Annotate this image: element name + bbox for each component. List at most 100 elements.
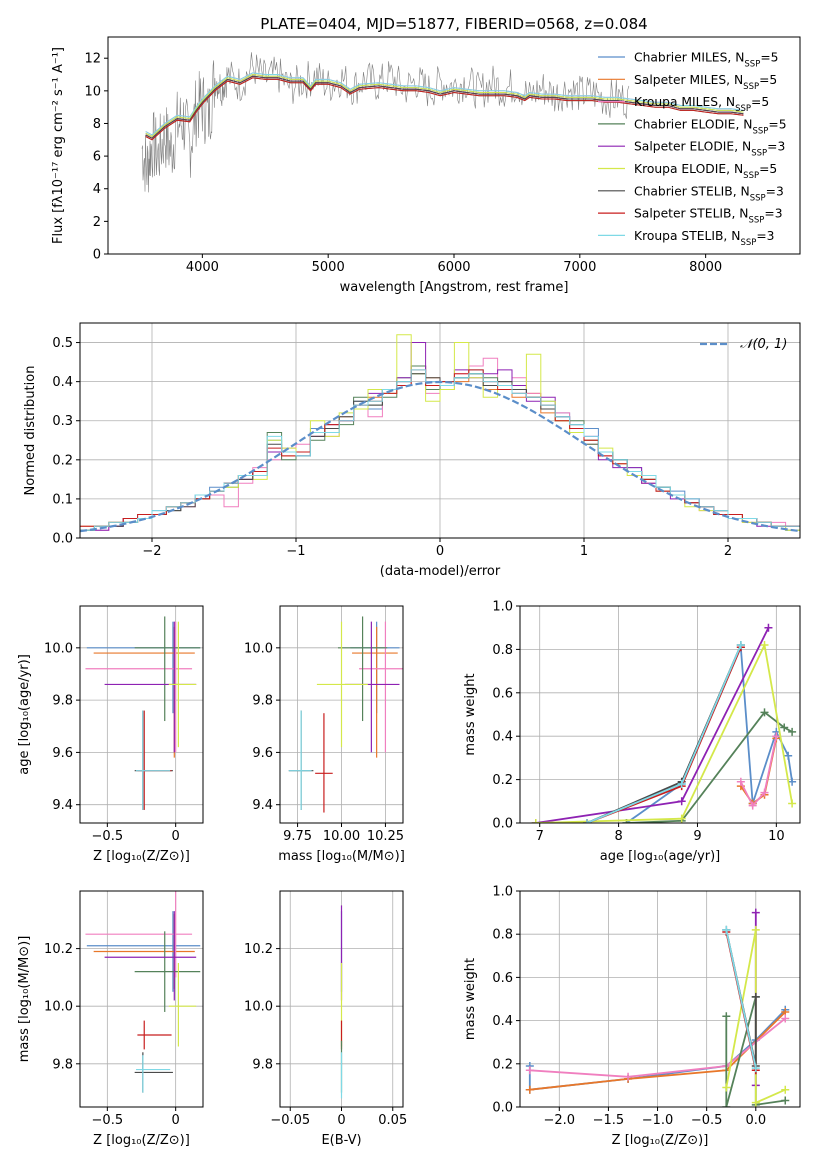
plus-marker <box>781 1085 790 1094</box>
x-tick-label: 0 <box>172 1113 180 1128</box>
x-axis-label: Z [log₁₀(Z/Z⊙)] <box>612 1133 709 1148</box>
x-tick-label: −2 <box>142 544 161 559</box>
plot-area <box>525 908 790 1107</box>
legend: Chabrier MILES, NSSP=5 Salpeter MILES, NS… <box>598 51 787 248</box>
y-tick-label: 9.6 <box>252 746 273 761</box>
x-axis-label: wavelength [Angstrom, rest frame] <box>340 280 569 295</box>
x-axis-label: (data-model)/error <box>380 564 501 579</box>
plot-area <box>141 52 744 193</box>
y-axis-label: mass weight <box>463 673 478 755</box>
x-tick-label: 0.0 <box>745 1113 766 1128</box>
x-axis-label: E(B-V) <box>321 1133 361 1148</box>
model-spectrum-line <box>145 77 744 141</box>
observed-spectrum-line <box>141 52 630 193</box>
x-tick-label: −2.0 <box>544 1113 576 1128</box>
axes-frame <box>79 890 204 1108</box>
x-tick-label: 9 <box>693 829 701 844</box>
plus-marker <box>677 797 686 806</box>
plus-marker <box>751 992 760 1001</box>
legend-label: Chabrier STELIB, NSSP=3 <box>634 184 784 203</box>
histogram-step-line <box>80 369 800 531</box>
y-tick-label: 0.4 <box>492 730 513 745</box>
plus-marker <box>525 1085 534 1094</box>
x-axis-label: age [log₁₀(age/yr)] <box>600 849 721 864</box>
panel-mass_age: 9.75 10.00 10.25 9.4 9.6 9.8 10.0 mass [log₁₀(M… <box>244 605 405 864</box>
legend-label: Salpeter MILES, NSSP=5 <box>634 73 777 92</box>
x-tick-label: −0.5 <box>691 1113 723 1128</box>
x-tick-label: 7000 <box>563 260 596 275</box>
plus-marker <box>760 641 769 650</box>
plus-marker <box>525 1066 534 1075</box>
plus-marker <box>772 732 781 741</box>
gaussian-curve <box>80 380 800 533</box>
y-tick-label: 4 <box>93 182 101 197</box>
panel-residuals: −2 −1 0 1 2 0.0 0.1 0.2 0.3 0.4 0.5 (data-model)/er… <box>23 322 801 579</box>
y-tick-label: 10 <box>84 84 101 99</box>
plus-marker <box>781 1014 790 1023</box>
plus-marker <box>751 925 760 934</box>
y-tick-label: 9.4 <box>52 798 73 813</box>
x-tick-label: 10.25 <box>367 829 404 844</box>
x-tick-label: 7 <box>536 829 544 844</box>
y-tick-label: 9.6 <box>52 746 73 761</box>
legend: 𝒩(0, 1) <box>700 337 787 352</box>
y-tick-label: 1.0 <box>492 600 513 615</box>
weight-line <box>739 736 778 808</box>
x-tick-label: 8 <box>614 829 622 844</box>
y-tick-label: 9.8 <box>252 1057 273 1072</box>
x-tick-label: 1 <box>580 544 588 559</box>
panel-spectrum: 4000 5000 6000 7000 8000 0 2 4 6 8 10 12 wavelength … <box>51 15 801 295</box>
x-tick-label: 10 <box>768 829 785 844</box>
plot-area <box>85 616 201 810</box>
y-tick-label: 0.6 <box>492 971 513 986</box>
y-tick-label: 10.0 <box>244 1000 273 1015</box>
y-tick-label: 10.2 <box>244 942 273 957</box>
x-tick-label: 0 <box>436 544 444 559</box>
y-tick-label: 0.8 <box>492 928 513 943</box>
y-tick-label: 0.6 <box>492 686 513 701</box>
plus-marker <box>722 1083 731 1092</box>
axes-frame <box>519 605 801 824</box>
x-tick-label: 0 <box>337 1113 345 1128</box>
legend-label: Kroupa MILES, NSSP=5 <box>634 95 769 114</box>
y-tick-label: 9.8 <box>52 1057 73 1072</box>
panel-age_weight: 7 8 9 10 0.0 0.2 0.4 0.6 0.8 1.0 age [log₁₀(age/yr… <box>463 600 801 864</box>
x-tick-label: −1 <box>286 544 305 559</box>
y-tick-label: 2 <box>93 215 101 230</box>
plus-marker <box>722 1103 731 1107</box>
y-tick-label: 9.8 <box>52 694 73 709</box>
plot-area <box>288 616 403 813</box>
plus-marker <box>764 623 773 632</box>
y-tick-label: 0.3 <box>52 414 73 429</box>
x-axis-label: Z [log₁₀(Z/Z⊙)] <box>93 1133 190 1148</box>
y-tick-label: 0.0 <box>492 1101 513 1116</box>
x-tick-label: 10.00 <box>323 829 360 844</box>
x-tick-label: −0.5 <box>92 829 124 844</box>
panel-z_mass: −0.5 0 9.8 10.0 10.2 Z [log₁₀(Z/Z⊙)] mass [log… <box>17 890 204 1148</box>
plus-marker <box>788 777 797 786</box>
plus-marker <box>624 1072 633 1081</box>
x-tick-label: −0.05 <box>270 1113 310 1128</box>
y-tick-label: 0.0 <box>492 817 513 832</box>
model-spectrum-line <box>145 72 744 136</box>
weight-line <box>725 929 757 1069</box>
plus-marker <box>784 751 793 760</box>
legend-label: Kroupa STELIB, NSSP=3 <box>634 229 775 248</box>
y-tick-label: 0.5 <box>52 336 73 351</box>
x-tick-label: 8000 <box>689 260 722 275</box>
plus-marker <box>736 641 745 650</box>
panel-ebv_mass: −0.05 0 0.05 9.8 10.0 10.2 E(B-V) <box>244 890 407 1148</box>
plot-area <box>531 623 797 823</box>
y-tick-label: 6 <box>93 150 101 165</box>
y-axis-label: age [log₁₀(age/yr)] <box>17 654 32 775</box>
plus-marker <box>780 723 789 732</box>
plus-marker <box>751 908 760 917</box>
model-spectrum-line <box>145 73 744 138</box>
y-tick-label: 9.8 <box>252 694 273 709</box>
plus-marker <box>788 799 797 808</box>
legend-label: Kroupa ELODIE, NSSP=5 <box>634 162 777 181</box>
y-tick-label: 0.2 <box>52 453 73 468</box>
x-tick-label: 0.05 <box>378 1113 407 1128</box>
legend-label: Salpeter STELIB, NSSP=3 <box>634 207 783 226</box>
y-tick-label: 9.4 <box>252 798 273 813</box>
